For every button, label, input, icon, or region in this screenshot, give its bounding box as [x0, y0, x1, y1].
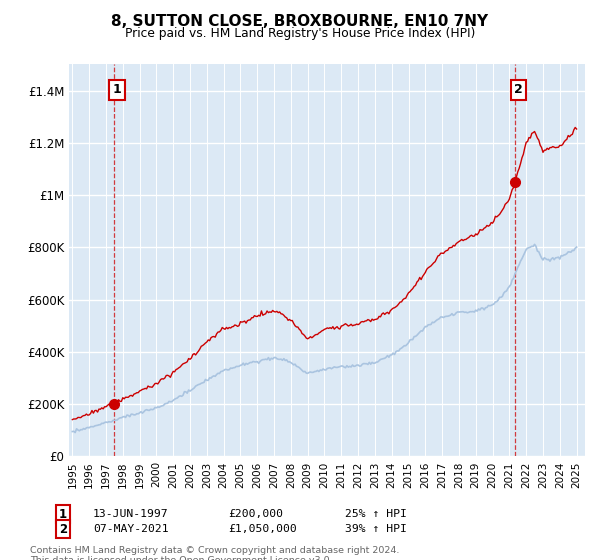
Text: 07-MAY-2021: 07-MAY-2021 — [93, 524, 169, 534]
Text: 2: 2 — [59, 522, 67, 536]
Text: 1: 1 — [59, 507, 67, 521]
Text: 8, SUTTON CLOSE, BROXBOURNE, EN10 7NY: 8, SUTTON CLOSE, BROXBOURNE, EN10 7NY — [112, 14, 488, 29]
Text: 39% ↑ HPI: 39% ↑ HPI — [345, 524, 407, 534]
Text: £1,050,000: £1,050,000 — [228, 524, 297, 534]
Text: 13-JUN-1997: 13-JUN-1997 — [93, 509, 169, 519]
Text: Contains HM Land Registry data © Crown copyright and database right 2024.
This d: Contains HM Land Registry data © Crown c… — [30, 546, 400, 560]
Text: 2: 2 — [514, 83, 523, 96]
Text: 25% ↑ HPI: 25% ↑ HPI — [345, 509, 407, 519]
Text: 1: 1 — [113, 83, 121, 96]
Text: Price paid vs. HM Land Registry's House Price Index (HPI): Price paid vs. HM Land Registry's House … — [125, 27, 475, 40]
Text: £200,000: £200,000 — [228, 509, 283, 519]
